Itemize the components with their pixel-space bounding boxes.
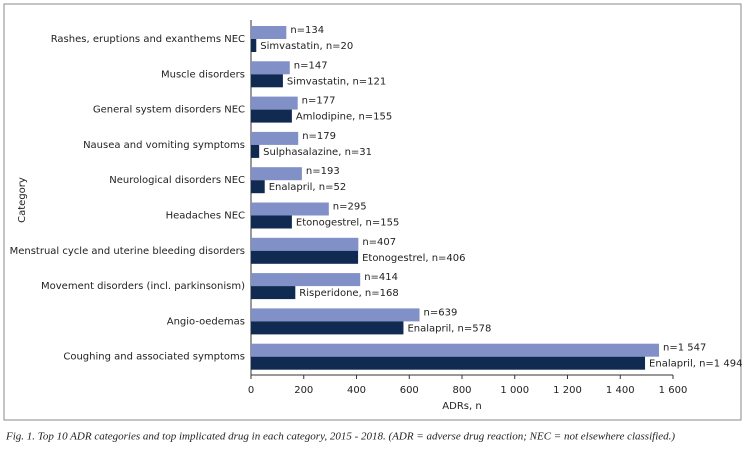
bar [251,202,329,216]
y-tick-label: Angio-oedemas [167,316,245,327]
value-label: Simvastatin, n=121 [287,76,386,87]
value-label: Simvastatin, n=20 [260,41,353,52]
frame [3,3,742,421]
value-label: n=639 [424,307,458,318]
x-tick-label: 1 200 [553,385,582,396]
value-label: Sulphasalazine, n=31 [263,147,372,158]
x-tick-label: 200 [294,385,313,396]
value-label: n=179 [302,131,336,142]
x-tick-label: 1 600 [659,385,688,396]
bar [251,144,260,158]
x-tick-label: 0 [248,385,254,396]
y-axis-title: Category [17,177,28,223]
bar [251,273,361,287]
value-label: Amlodipine, n=155 [296,112,392,123]
bar [251,167,302,181]
y-tick-label: Movement disorders (incl. parkinsonism) [41,281,245,292]
x-tick-label: 400 [347,385,366,396]
bar [251,26,287,39]
value-label: Enalapril, n=1 494 [649,359,742,370]
bar [251,74,283,88]
value-label: Enalapril, n=52 [269,182,347,193]
y-tick-label: Coughing and associated symptoms [63,352,245,363]
value-label: n=147 [294,60,328,71]
value-label: n=134 [290,25,324,36]
y-tick-label: Neurological disorders NEC [109,175,245,186]
bar [251,61,290,75]
value-label: Enalapril, n=578 [407,323,491,334]
value-label: Etonogestrel, n=406 [362,253,465,264]
bar [251,215,292,229]
x-axis-title: ADRs, n [442,401,481,412]
value-label: Risperidone, n=168 [299,288,398,299]
caption: Fig. 1. Top 10 ADR categories and top im… [5,431,675,443]
bar [251,250,359,264]
y-tick-label: Nausea and vomiting symptoms [83,140,245,151]
value-label: n=295 [333,202,367,213]
bar [251,131,299,145]
y-tick-label: Rashes, eruptions and exanthems NEC [51,34,245,45]
bar [251,237,359,251]
x-tick-label: 600 [400,385,419,396]
bar [251,96,298,110]
x-tick-label: 800 [452,385,471,396]
value-label: n=414 [364,272,398,283]
bar [251,321,404,335]
y-tick-label: Menstrual cycle and uterine bleeding dis… [10,246,245,257]
x-tick-label: 1 400 [606,385,635,396]
value-label: n=193 [306,166,340,177]
bar [251,308,420,322]
bar [251,286,296,300]
value-label: n=177 [302,96,336,107]
y-tick-label: Muscle disorders [161,69,245,80]
bar [251,180,265,194]
bar [251,356,646,370]
value-label: Etonogestrel, n=155 [296,218,399,229]
bar [251,109,292,123]
bar [251,39,257,52]
y-tick-label: Headaches NEC [166,211,245,222]
bar [251,343,660,357]
value-label: n=407 [362,237,396,248]
x-tick-label: 1 000 [500,385,529,396]
y-tick-label: General system disorders NEC [93,105,245,116]
value-label: n=1 547 [663,343,706,354]
